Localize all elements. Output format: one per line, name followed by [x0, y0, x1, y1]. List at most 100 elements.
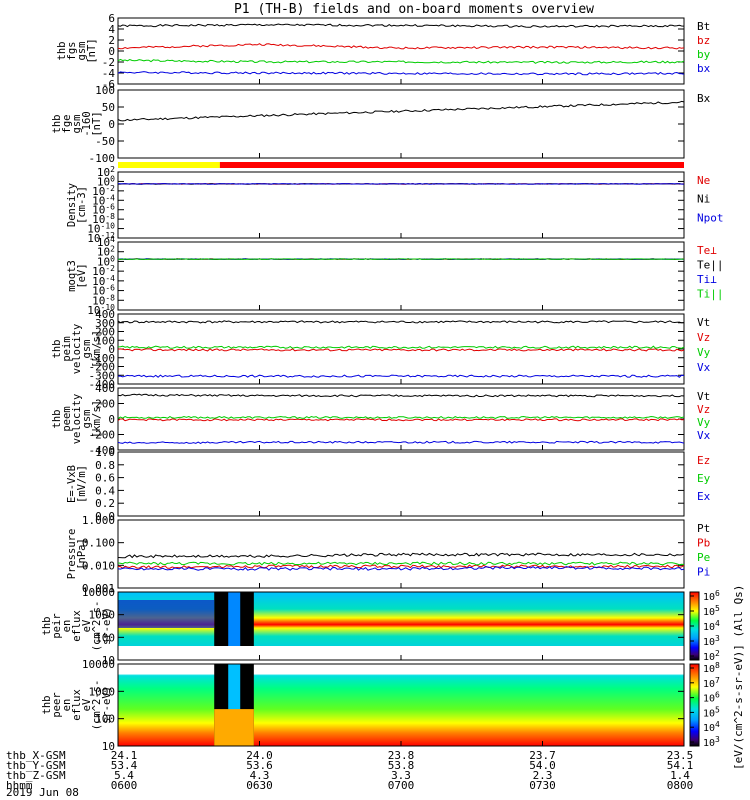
series-Vz	[117, 348, 685, 352]
x-row-value: 53.8	[388, 759, 415, 772]
y-tick-label: 100	[95, 334, 115, 347]
colorbar-tick-label: 105	[703, 604, 720, 618]
series-Npot	[117, 183, 685, 185]
y-tick-label: -6	[102, 78, 115, 91]
legend-Ne: Ne	[697, 174, 710, 187]
elec-hot-band	[214, 709, 254, 746]
series-Vx	[117, 374, 685, 378]
legend-Vy: Vy	[697, 416, 711, 429]
y-tick-label: 0.001	[82, 582, 115, 595]
colorbar-tick-label: 103	[703, 634, 720, 648]
y-axis-label: peir	[51, 613, 63, 638]
x-row-value: 23.7	[529, 749, 556, 762]
y-axis-label: [eV]	[76, 263, 88, 288]
y-tick-label: 400	[95, 308, 115, 321]
y-tick-label: -200	[89, 361, 116, 374]
colorbar-tick-label: 104	[703, 619, 720, 633]
y-tick-label: 0.0	[95, 510, 115, 523]
panel-frame	[117, 89, 685, 159]
x-row-value: 0730	[529, 779, 556, 792]
y-tick-label: 0	[108, 118, 115, 131]
x-row-label: thb_Z-GSM	[6, 769, 66, 782]
y-tick-label: 6	[108, 12, 115, 25]
series-by	[117, 58, 685, 64]
series-Vx	[117, 440, 685, 444]
y-tick-label: 50	[102, 101, 115, 114]
y-axis-label: eflux	[71, 610, 83, 642]
y-axis-label: gsm	[76, 42, 88, 61]
y-axis-label: eflux	[71, 689, 83, 721]
series-bx	[117, 71, 685, 76]
series-Ti||	[117, 258, 685, 260]
x-row-value: 0630	[246, 779, 273, 792]
y-tick-label: 10	[102, 740, 115, 753]
y-axis-label: sr-eV)	[101, 607, 113, 645]
y-tick-label: 100	[95, 84, 115, 97]
legend-Ey: Ey	[697, 472, 711, 485]
y-axis-label: en	[61, 699, 73, 712]
colorbar-tick-label: 106	[703, 589, 720, 603]
y-tick-label: 200	[95, 398, 115, 411]
y-axis-label: thb	[51, 410, 63, 429]
x-row-value: 2.3	[533, 769, 553, 782]
panel-peer_eflux: 10000 1000 100 10 thbpeerenefluxeV(cm^2-s-sr…	[41, 658, 685, 753]
y-tick-label: 0.4	[95, 484, 115, 497]
series-Bt	[117, 23, 685, 28]
y-tick-label: -100	[89, 352, 116, 365]
x-row-value: 24.0	[246, 749, 273, 762]
y-tick-label: 0	[108, 413, 115, 426]
legend-by: by	[697, 48, 711, 61]
y-axis-label: gsm	[71, 115, 83, 134]
series-Bx	[117, 100, 685, 122]
y-tick-label: 1000	[89, 685, 116, 698]
x-row-label: thb_Y-GSM	[6, 759, 66, 772]
y-axis-label: [mV/m]	[76, 465, 88, 503]
y-tick-label: 300	[95, 317, 115, 330]
series-bz	[117, 43, 685, 50]
y-axis-label: -160	[81, 111, 93, 136]
colorbar-tick-label: 104	[703, 720, 720, 734]
y-tick-label: -50	[95, 135, 115, 148]
legend-Vy: Vy	[697, 346, 711, 359]
y-axis-label: eV	[81, 698, 93, 711]
y-tick-label: 0.6	[95, 472, 115, 485]
panel-frame	[117, 171, 685, 239]
y-axis-label: [nPa]	[76, 538, 88, 570]
y-axis-label: gsm	[81, 340, 93, 359]
legend-Ex: Ex	[697, 490, 711, 503]
y-tick-label: 10000	[82, 586, 115, 599]
colorbar-tick-label: 106	[703, 691, 720, 705]
series-Vz	[117, 418, 685, 422]
colorbar-tick-label: 103	[703, 735, 720, 749]
y-tick-label: 0.8	[95, 459, 115, 472]
y-tick-label: 10000	[82, 658, 115, 671]
legend-Pi: Pi	[697, 566, 710, 579]
plot-title: P1 (TH-B) fields and on-board moments ov…	[234, 2, 594, 17]
y-axis-label: fgs	[66, 42, 78, 61]
series-Pb	[117, 564, 685, 570]
legend-Vx: Vx	[697, 429, 711, 442]
x-row-label: hhmm	[6, 779, 33, 792]
series-Pi	[117, 566, 685, 571]
legend-Pt: Pt	[697, 522, 710, 535]
y-tick-label: -100	[89, 152, 116, 165]
legend-Ti||: Ti||	[697, 288, 724, 301]
y-axis-label: peim	[61, 336, 73, 361]
legend-Vx: Vx	[697, 361, 711, 374]
panel-frame	[117, 241, 685, 311]
y-tick-label: -2	[102, 56, 115, 69]
legend-Vt: Vt	[697, 316, 710, 329]
colorbar-tick-label: 108	[703, 661, 720, 675]
x-row-value: 1.4	[670, 769, 690, 782]
y-axis-label: [nT]	[91, 111, 103, 136]
y-axis-label: (cm^2-s-	[91, 601, 103, 652]
y-axis-label: Density	[66, 183, 78, 227]
spectrogram-burst	[228, 592, 241, 660]
x-row-value: 3.3	[391, 769, 411, 782]
legend-Vt: Vt	[697, 390, 710, 403]
legend-Ez: Ez	[697, 454, 710, 467]
y-axis-label: thb	[41, 696, 53, 715]
